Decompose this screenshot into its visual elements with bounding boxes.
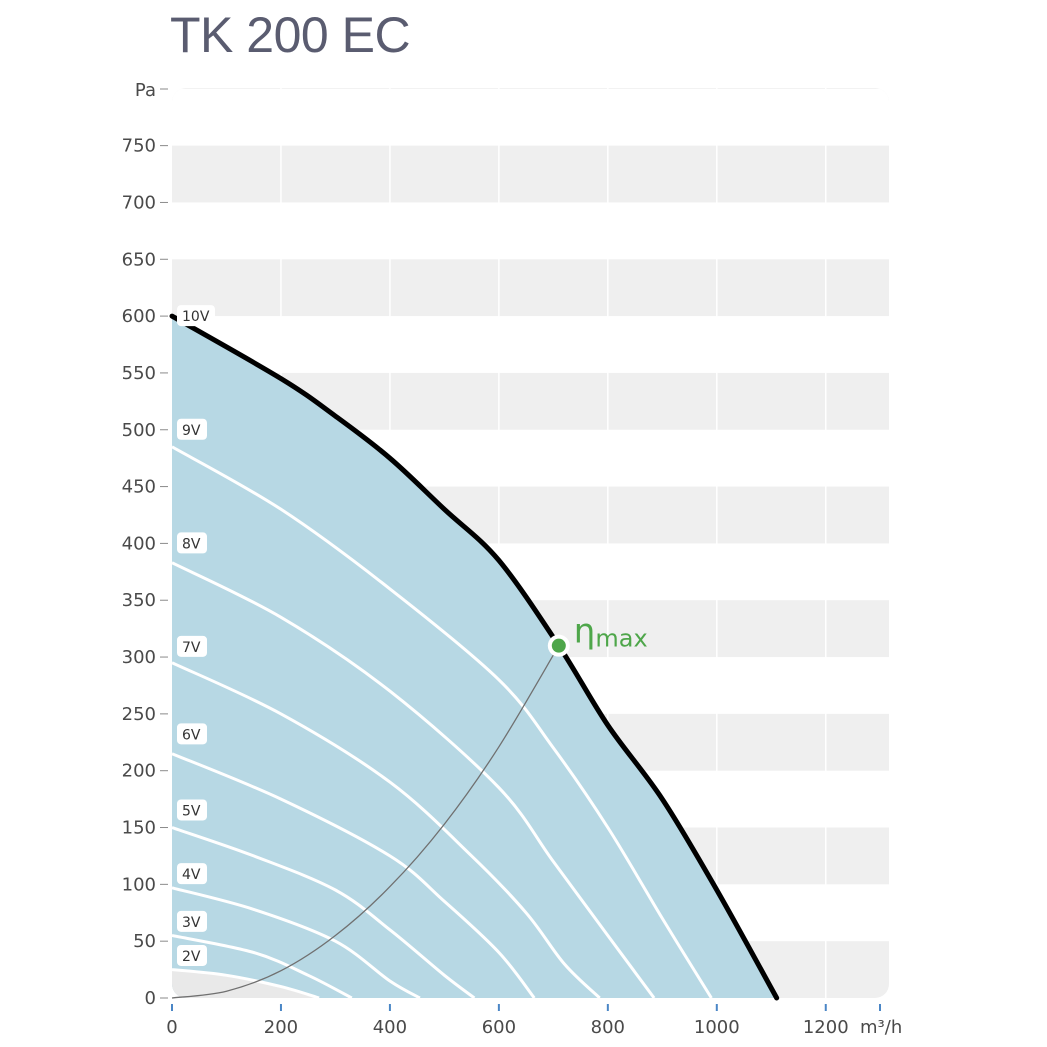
curve-label-2V: 2V: [177, 944, 207, 966]
y-tick-label: 600: [122, 306, 156, 327]
white-band: [172, 202, 889, 260]
y-tick-label: 0: [145, 988, 156, 1009]
curve-label-text: 4V: [182, 867, 201, 883]
curve-label-box: [177, 532, 207, 554]
curve-label-box: [177, 418, 207, 440]
system-curve-group: [171, 645, 560, 999]
curve-label-box: [177, 944, 207, 966]
curve-label-6V: 6V: [177, 723, 207, 745]
curve-label-text: 5V: [182, 803, 201, 819]
max-curve-group: [169, 313, 780, 1001]
y-tick-label: 350: [122, 590, 156, 611]
min-area-fill: [172, 969, 320, 998]
system-curve: [171, 645, 560, 999]
y-tick-label: 200: [122, 761, 156, 782]
curve-label-text: 9V: [182, 423, 201, 439]
y-tick-label: 650: [122, 249, 156, 270]
y-tick-label: 700: [122, 192, 156, 213]
x-tick-label: 600: [482, 1017, 516, 1038]
white-band: [172, 316, 889, 373]
curve-labels: 10V 9V 8V 7V 6V 5V 4V 3V 2V: [177, 305, 215, 966]
voltage-curve-2V: [172, 968, 320, 998]
curve-label-text: 10V: [182, 309, 210, 325]
curve-label-text: 2V: [182, 949, 201, 965]
curve-label-9V: 9V: [177, 418, 207, 440]
y-unit-label: Pa: [135, 80, 156, 101]
curve-label-text: 7V: [182, 640, 201, 656]
axes: 0 50 100 150 200 250 300 350 400 450 500 550 600 650 7…: [122, 80, 903, 1038]
voltage-curve-10V: [169, 313, 780, 1001]
voltage-curve-7V: [172, 661, 601, 998]
x-tick-label: 400: [373, 1017, 407, 1038]
y-tick-label: 250: [122, 704, 156, 725]
voltage-curve-4V: [172, 886, 421, 998]
x-tick-label: 1000: [694, 1017, 740, 1038]
curve-label-text: 6V: [182, 727, 201, 743]
x-tick-label: 1200: [803, 1017, 849, 1038]
curve-label-10V: 10V: [177, 305, 215, 327]
y-tick-label: 500: [122, 420, 156, 441]
voltage-curve-3V: [172, 934, 353, 998]
y-tick-label: 100: [122, 874, 156, 895]
curve-label-4V: 4V: [177, 863, 207, 885]
eta-max-subscript: max: [595, 625, 647, 653]
curve-label-8V: 8V: [177, 532, 207, 554]
x-tick-label: 800: [591, 1017, 625, 1038]
y-tick-label: 150: [122, 818, 156, 839]
curve-label-3V: 3V: [177, 910, 207, 932]
y-tick-label: 550: [122, 363, 156, 384]
curve-label-7V: 7V: [177, 635, 207, 657]
y-tick-label: 300: [122, 647, 156, 668]
eta-max-point: [551, 638, 566, 653]
voltage-curves: [172, 445, 713, 998]
y-tick-label: 750: [122, 136, 156, 157]
curve-label-box: [177, 635, 207, 657]
x-tick-label: 0: [166, 1017, 177, 1038]
curve-label-box: [177, 863, 207, 885]
y-tick-label: 400: [122, 533, 156, 554]
y-tick-label: 450: [122, 477, 156, 498]
voltage-curve-6V: [172, 752, 536, 998]
curve-label-box: [177, 799, 207, 821]
curve-label-5V: 5V: [177, 799, 207, 821]
chart-title: TK 200 EC: [170, 7, 411, 63]
x-unit-label: m³/h: [860, 1017, 902, 1038]
voltage-curve-5V: [172, 826, 476, 998]
white-band: [172, 88, 889, 146]
y-tick-label: 50: [133, 931, 156, 952]
curve-label-text: 3V: [182, 915, 201, 931]
voltage-curve-9V: [172, 445, 713, 998]
voltage-curve-8V: [172, 561, 656, 998]
x-tick-label: 200: [264, 1017, 298, 1038]
curve-label-box: [177, 910, 207, 932]
curve-label-box: [177, 305, 215, 327]
curve-label-text: 8V: [182, 536, 201, 552]
curve-label-box: [177, 723, 207, 745]
